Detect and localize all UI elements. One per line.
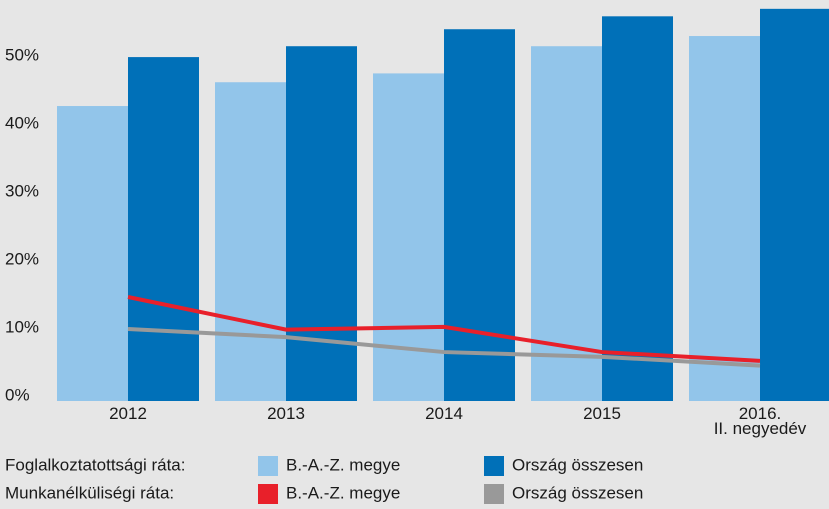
legend-swatch — [484, 456, 504, 476]
x-tick-label: 2015 — [583, 404, 621, 423]
x-tick-label: 2012 — [109, 404, 147, 423]
bar — [760, 8, 829, 401]
bar — [444, 29, 515, 401]
y-tick-label: 0% — [5, 385, 30, 404]
y-tick-label: 10% — [5, 318, 39, 337]
legend-title: Munkanélküliségi ráta: — [5, 483, 174, 502]
bar — [215, 82, 286, 401]
y-tick-label: 40% — [5, 114, 39, 133]
bar — [57, 106, 128, 402]
legend-label: B.-A.-Z. megye — [286, 455, 400, 474]
line — [127, 326, 761, 368]
legend-swatch — [484, 484, 504, 504]
legend-swatch — [258, 484, 278, 504]
legend-label: Ország összesen — [512, 455, 643, 474]
bar — [689, 36, 760, 401]
legend-title: Foglalkoztatottsági ráta: — [5, 455, 185, 474]
legend-label: B.-A.-Z. megye — [286, 483, 400, 502]
x-tick-label: 2016. II. negyedév — [713, 404, 807, 438]
legend-label: Ország összesen — [512, 483, 643, 502]
bar — [286, 46, 357, 401]
bar — [602, 16, 673, 402]
y-tick-label: 20% — [5, 250, 39, 269]
x-tick-label: 2013 — [267, 404, 305, 423]
bar — [128, 57, 199, 402]
y-tick-label: 50% — [5, 46, 39, 65]
x-tick-label: 2014 — [425, 404, 463, 423]
legend-swatch — [258, 456, 278, 476]
line — [127, 295, 761, 363]
y-tick-label: 30% — [5, 182, 39, 201]
